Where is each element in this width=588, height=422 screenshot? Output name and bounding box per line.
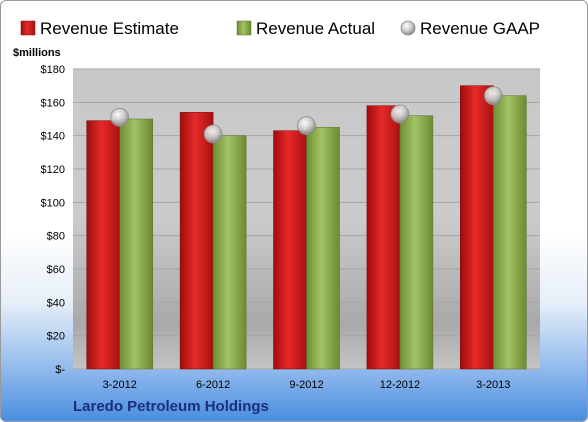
y-unit-label: $millions — [13, 47, 61, 59]
x-tick-label: 12-2012 — [380, 379, 420, 391]
bar-revenue-estimate — [179, 112, 214, 370]
bar-revenue-estimate — [273, 130, 307, 370]
legend-label: Revenue GAAP — [420, 19, 540, 38]
x-tick-label: 9-2012 — [289, 379, 323, 391]
marker-revenue-gaap — [110, 107, 130, 127]
bar-revenue-actual — [399, 115, 434, 370]
legend-swatch — [20, 20, 36, 36]
legend-swatch — [236, 20, 252, 36]
marker-revenue-gaap — [483, 86, 503, 106]
legend-label: Revenue Actual — [256, 19, 375, 38]
legend-swatch — [400, 20, 416, 36]
bar-revenue-actual — [212, 135, 247, 370]
x-tick-label: 3-2013 — [476, 379, 510, 391]
bar-revenue-actual — [119, 118, 153, 370]
y-tick-label: $20 — [47, 331, 65, 343]
bar-revenue-estimate — [366, 105, 401, 370]
y-tick-label: $80 — [47, 231, 65, 243]
bar-revenue-actual — [493, 95, 527, 370]
bar-revenue-actual — [306, 127, 340, 370]
y-tick-label: $- — [55, 364, 65, 376]
y-tick-label: $160 — [41, 97, 65, 109]
bar-revenue-estimate — [460, 85, 494, 370]
legend-label: Revenue Estimate — [40, 19, 179, 38]
x-tick-label: 6-2012 — [196, 379, 230, 391]
bar-revenue-estimate — [86, 120, 120, 370]
y-tick-label: $100 — [41, 197, 65, 209]
marker-revenue-gaap — [390, 104, 410, 124]
company-name: Laredo Petroleum Holdings — [73, 398, 269, 415]
y-tick-label: $40 — [47, 297, 65, 309]
y-tick-label: $120 — [41, 164, 65, 176]
marker-revenue-gaap — [203, 124, 223, 144]
y-tick-label: $60 — [47, 264, 65, 276]
y-tick-label: $140 — [41, 131, 65, 143]
x-tick-label: 3-2012 — [103, 379, 137, 391]
y-tick-label: $180 — [41, 64, 65, 76]
marker-revenue-gaap — [297, 116, 316, 136]
